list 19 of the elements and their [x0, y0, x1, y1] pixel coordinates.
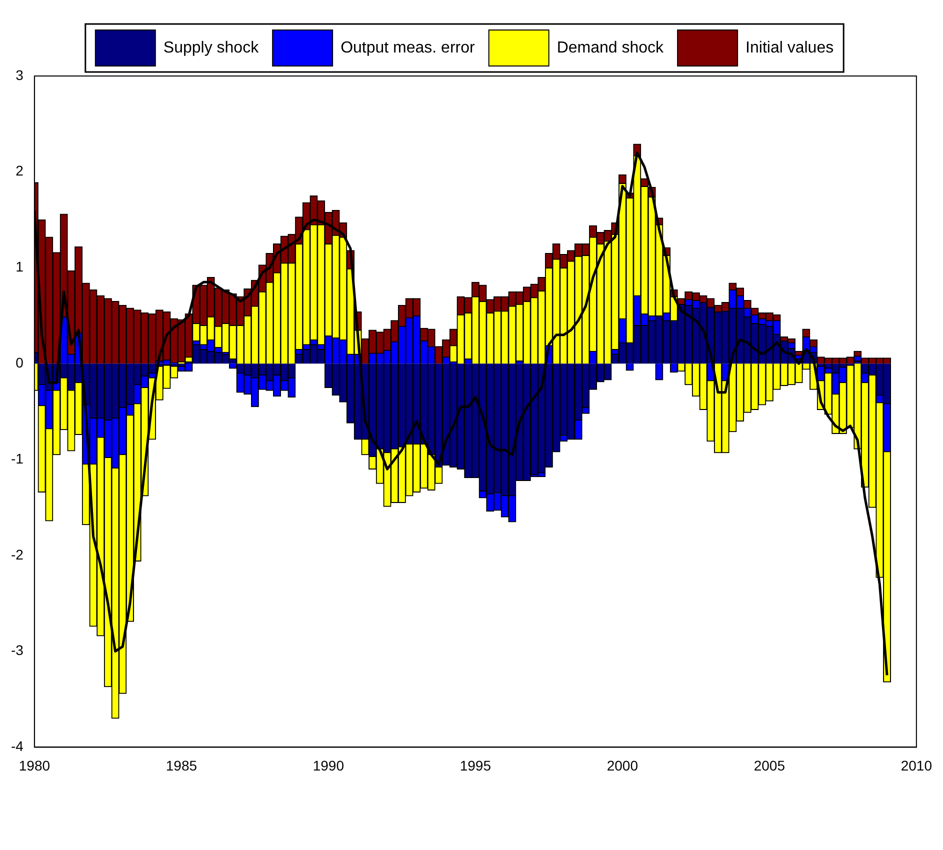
y-tick-label: 1 [16, 258, 24, 275]
y-tick-label: 0 [16, 354, 24, 371]
y-tick-label: 3 [16, 66, 24, 83]
x-tick-label: 2010 [900, 757, 932, 774]
x-tick-label: 1985 [166, 757, 198, 774]
y-tick-label: -1 [10, 450, 24, 466]
y-tick-label: -4 [10, 738, 24, 754]
x-tick-label: 1980 [18, 757, 50, 774]
x-tick-label: 1995 [460, 757, 492, 774]
legend-label: Demand shock [556, 39, 665, 56]
legend-label: Output meas. error [340, 39, 476, 56]
x-tick-label: 2005 [754, 757, 786, 774]
legend-label: Supply shock [163, 39, 260, 56]
y-tick-label: -2 [10, 546, 24, 562]
y-tick-label: 2 [16, 162, 24, 179]
y-tick-label: -3 [10, 642, 24, 658]
legend-label: Initial values [746, 39, 834, 56]
x-tick-label: 2000 [606, 757, 638, 774]
x-tick-label: 1990 [312, 757, 344, 774]
